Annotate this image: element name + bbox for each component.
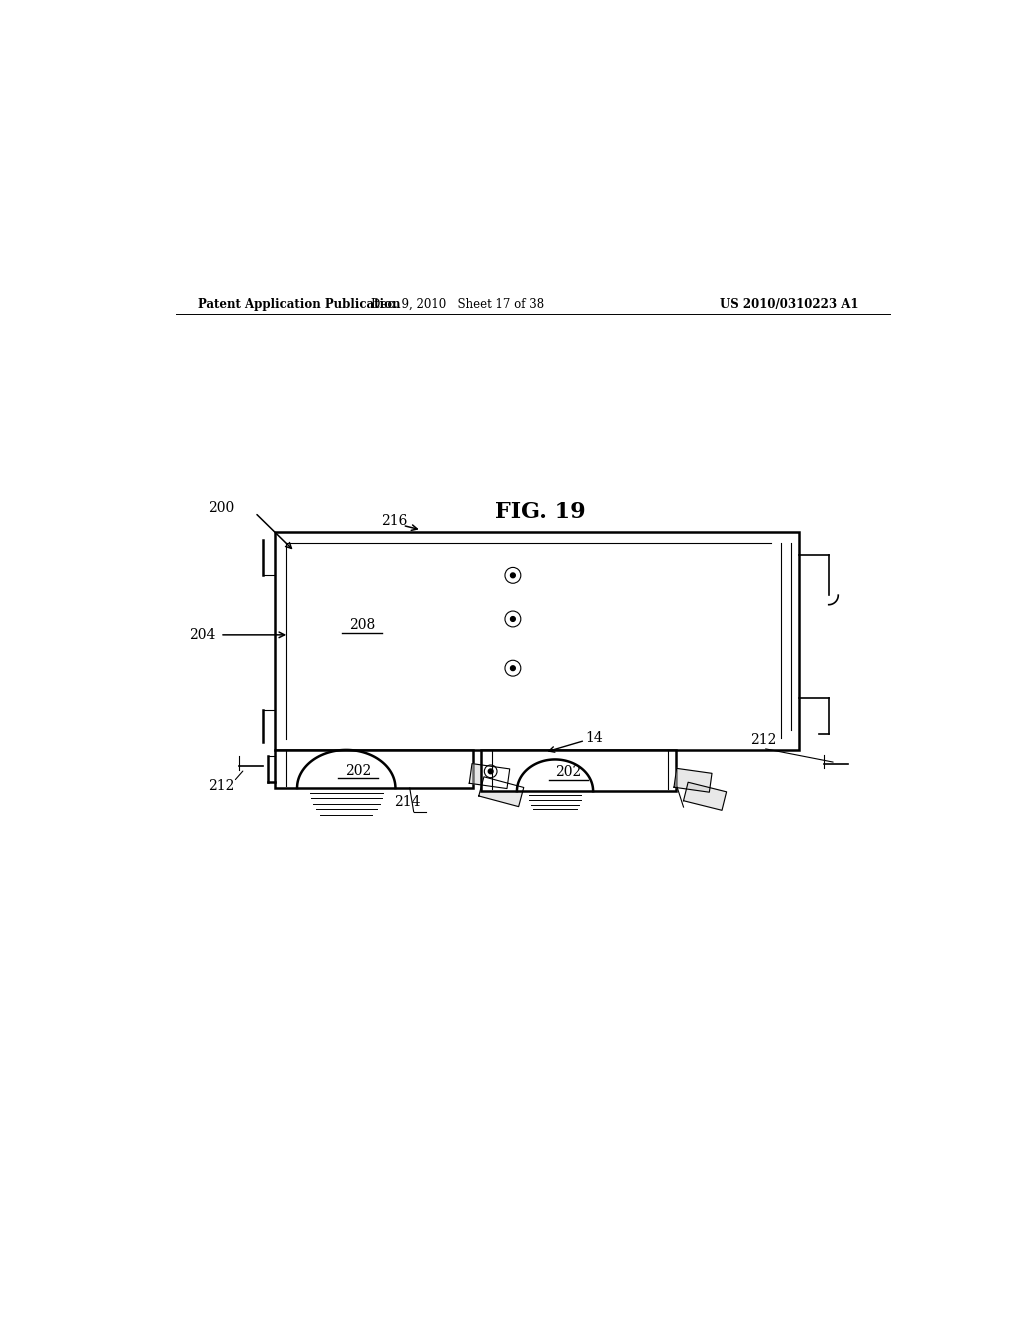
Text: 14: 14 xyxy=(586,731,603,744)
Text: Dec. 9, 2010   Sheet 17 of 38: Dec. 9, 2010 Sheet 17 of 38 xyxy=(371,298,544,312)
Text: 200: 200 xyxy=(208,500,234,515)
Text: 212: 212 xyxy=(209,779,234,792)
Polygon shape xyxy=(469,763,510,788)
Polygon shape xyxy=(684,783,727,810)
Polygon shape xyxy=(674,768,712,792)
Text: 202: 202 xyxy=(345,763,372,777)
Bar xyxy=(274,532,799,750)
Text: US 2010/0310223 A1: US 2010/0310223 A1 xyxy=(720,298,858,312)
Text: 214: 214 xyxy=(394,795,421,809)
Circle shape xyxy=(488,770,494,774)
Circle shape xyxy=(511,665,515,671)
Bar xyxy=(274,750,473,788)
Text: 202: 202 xyxy=(556,766,582,779)
Text: 212: 212 xyxy=(750,734,776,747)
Polygon shape xyxy=(479,776,523,807)
Text: 204: 204 xyxy=(188,628,215,642)
Text: 216: 216 xyxy=(382,515,408,528)
Text: FIG. 19: FIG. 19 xyxy=(496,500,586,523)
Circle shape xyxy=(511,573,515,578)
Circle shape xyxy=(511,616,515,622)
Bar xyxy=(481,750,676,791)
Text: 208: 208 xyxy=(349,618,375,632)
Text: Patent Application Publication: Patent Application Publication xyxy=(198,298,400,312)
